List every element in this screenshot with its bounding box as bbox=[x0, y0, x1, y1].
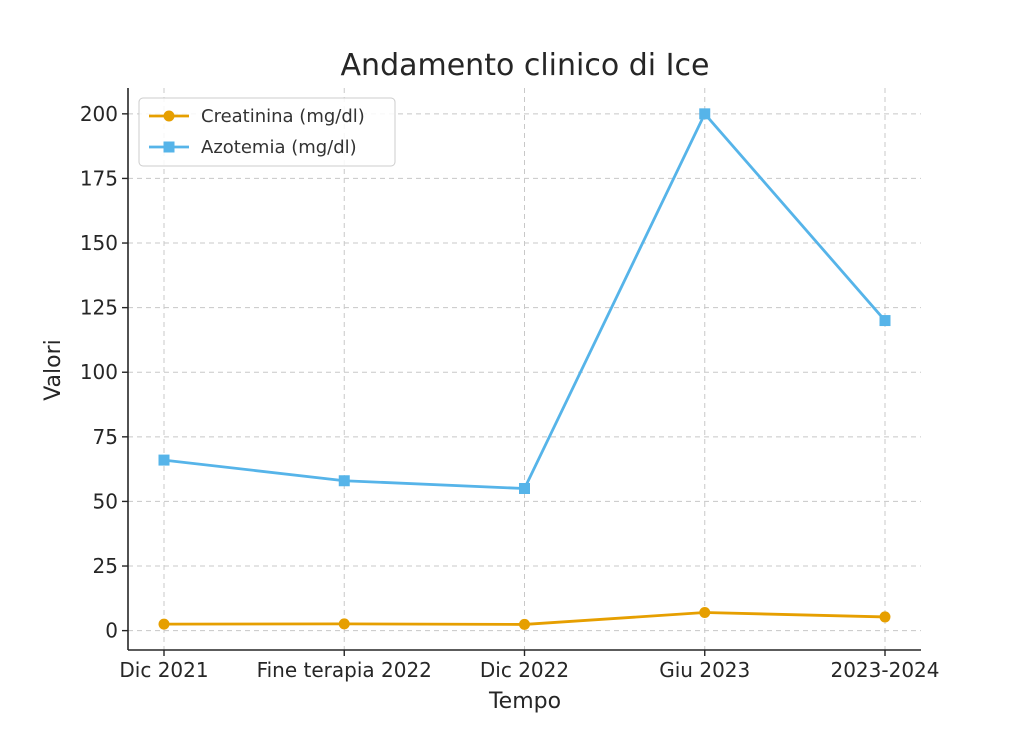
data-point bbox=[338, 475, 350, 487]
series-layer bbox=[158, 108, 891, 630]
axes: 0 25 50 75 100 125 150 175 200 Dic 2021 Fine terap… bbox=[80, 88, 940, 682]
y-tick-label: 0 bbox=[105, 619, 118, 643]
x-axis-label: Tempo bbox=[488, 689, 561, 714]
y-tick-label: 150 bbox=[80, 231, 118, 255]
y-tick-label: 100 bbox=[80, 360, 118, 384]
y-tick-label: 75 bbox=[93, 425, 118, 449]
data-point bbox=[519, 483, 530, 495]
y-tick-label: 50 bbox=[93, 489, 118, 513]
legend-marker bbox=[163, 110, 175, 122]
data-point bbox=[519, 618, 530, 630]
data-point bbox=[879, 315, 891, 327]
chart-title: Andamento clinico di Ice bbox=[341, 48, 710, 83]
legend-item: Creatinina (mg/dl) bbox=[149, 106, 365, 127]
data-point bbox=[699, 607, 711, 619]
y-tick-label: 200 bbox=[80, 102, 118, 126]
data-point bbox=[699, 108, 711, 120]
data-point bbox=[158, 618, 170, 630]
series-1 bbox=[158, 607, 891, 630]
x-tick-label: Giu 2023 bbox=[659, 658, 750, 682]
legend-marker bbox=[163, 141, 175, 153]
y-tick-label: 175 bbox=[80, 166, 118, 190]
data-point bbox=[158, 454, 170, 466]
x-tick-label: 2023-2024 bbox=[830, 658, 939, 682]
data-point bbox=[879, 611, 891, 623]
y-tick-label: 25 bbox=[93, 554, 118, 578]
x-tick-label: Dic 2022 bbox=[480, 658, 569, 682]
legend-label: Creatinina (mg/dl) bbox=[201, 106, 365, 127]
legend-label: Azotemia (mg/dl) bbox=[201, 137, 357, 158]
legend-item: Azotemia (mg/dl) bbox=[149, 137, 357, 158]
x-tick-label: Dic 2021 bbox=[119, 658, 208, 682]
data-point bbox=[338, 618, 350, 630]
legend: Creatinina (mg/dl) Azotemia (mg/dl) bbox=[138, 97, 396, 167]
grid bbox=[128, 88, 921, 650]
x-tick-label: Fine terapia 2022 bbox=[257, 658, 432, 682]
y-tick-label: 125 bbox=[80, 296, 118, 320]
legend-box bbox=[138, 97, 396, 167]
y-axis-label: Valori bbox=[41, 339, 66, 401]
series-2 bbox=[158, 108, 891, 495]
